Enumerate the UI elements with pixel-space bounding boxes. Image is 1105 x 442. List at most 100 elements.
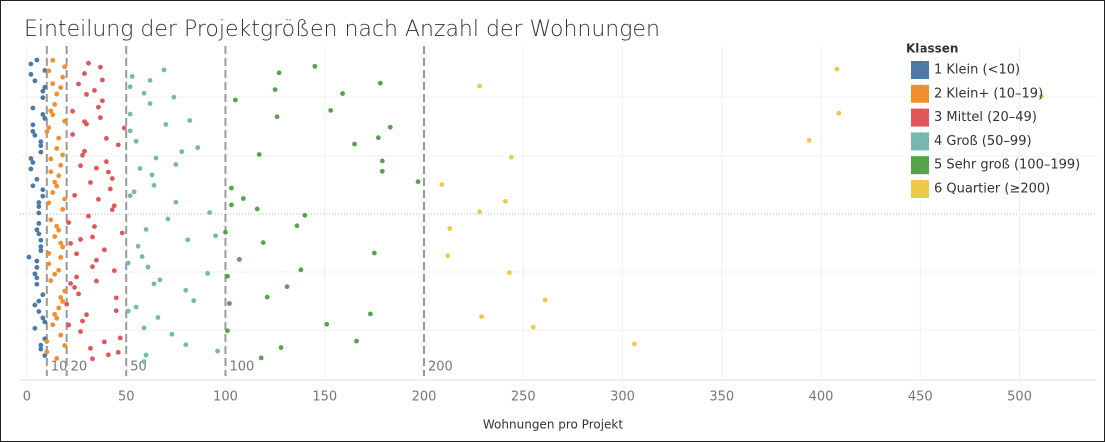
point xyxy=(352,141,357,147)
point xyxy=(72,192,77,198)
point xyxy=(415,179,421,185)
point xyxy=(80,318,85,324)
point xyxy=(278,345,284,350)
point xyxy=(133,304,139,310)
point xyxy=(99,98,105,104)
point xyxy=(256,152,262,157)
legend-label: 4 Groß (50–99) xyxy=(934,134,1032,149)
point xyxy=(173,199,179,205)
point xyxy=(103,136,109,141)
point xyxy=(215,348,220,354)
point xyxy=(88,180,93,185)
point xyxy=(54,355,60,361)
point xyxy=(227,301,232,306)
point xyxy=(137,166,143,171)
point xyxy=(298,267,304,273)
point xyxy=(121,125,127,131)
point xyxy=(28,71,34,77)
point xyxy=(42,116,48,121)
point xyxy=(64,301,70,307)
point xyxy=(46,261,52,267)
point xyxy=(54,183,60,189)
point xyxy=(34,265,40,270)
point xyxy=(240,196,246,201)
point xyxy=(30,183,36,189)
point xyxy=(66,322,72,328)
point xyxy=(145,264,151,270)
point xyxy=(90,356,95,362)
point xyxy=(143,226,149,232)
point xyxy=(115,349,121,355)
point xyxy=(28,61,34,67)
point xyxy=(161,67,167,73)
point xyxy=(179,149,185,155)
point xyxy=(76,81,81,87)
point xyxy=(48,169,54,175)
point xyxy=(477,209,482,215)
x-axis-title: Wohnungen pro Projekt xyxy=(483,418,623,432)
point xyxy=(56,135,62,141)
point xyxy=(187,118,193,123)
point xyxy=(78,163,83,169)
legend-swatch xyxy=(911,61,929,79)
point xyxy=(479,314,484,320)
point xyxy=(86,60,91,66)
point xyxy=(50,112,56,118)
point xyxy=(105,169,111,175)
legend-label: 3 Mittel (20–49) xyxy=(934,110,1037,125)
point xyxy=(84,91,89,97)
point xyxy=(50,190,56,195)
legend-swatch xyxy=(911,132,929,151)
x-tick-label: 400 xyxy=(809,390,834,405)
x-tick-label: 150 xyxy=(312,390,337,405)
point xyxy=(127,193,133,199)
point xyxy=(32,302,38,308)
legend-swatch xyxy=(911,108,929,127)
point xyxy=(375,135,381,141)
point xyxy=(294,223,300,229)
point xyxy=(48,156,54,162)
point xyxy=(34,227,40,233)
point xyxy=(354,338,359,344)
point xyxy=(143,352,149,358)
point xyxy=(312,63,318,69)
point xyxy=(44,129,50,135)
point xyxy=(40,193,46,199)
point xyxy=(119,230,125,236)
point xyxy=(52,271,58,277)
point xyxy=(52,102,58,107)
point xyxy=(38,139,44,145)
point xyxy=(46,125,52,131)
point xyxy=(151,182,157,188)
point xyxy=(38,149,44,155)
point xyxy=(82,71,87,76)
point xyxy=(30,160,36,165)
point xyxy=(272,87,278,93)
x-tick-label: 200 xyxy=(412,390,437,405)
point xyxy=(50,81,56,87)
point xyxy=(46,200,52,206)
point xyxy=(52,179,58,185)
reference-label: 200 xyxy=(428,360,453,375)
point xyxy=(183,342,189,348)
point xyxy=(98,115,103,121)
point xyxy=(225,273,230,279)
reference-label: 10 xyxy=(51,360,68,375)
point xyxy=(60,244,66,250)
point xyxy=(78,237,83,242)
point xyxy=(233,97,238,103)
point xyxy=(58,240,64,246)
point xyxy=(52,234,58,240)
point xyxy=(254,206,260,212)
point xyxy=(169,331,175,337)
point xyxy=(30,122,36,128)
point xyxy=(70,108,76,114)
point xyxy=(125,260,131,266)
point xyxy=(48,278,54,284)
point xyxy=(135,243,141,249)
point xyxy=(86,213,91,219)
point xyxy=(157,277,163,283)
point xyxy=(62,64,68,70)
point xyxy=(155,315,161,320)
